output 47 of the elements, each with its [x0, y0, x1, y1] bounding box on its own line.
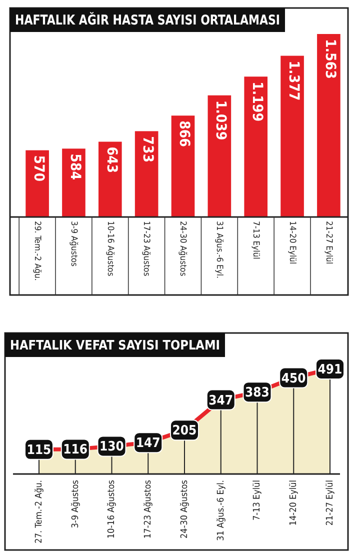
x-tick-label: 17-23 Ağustos: [141, 221, 152, 276]
x-tick-label: 24-30 Ağustos: [178, 480, 190, 538]
x-tick-label: 7-13 Eylül: [252, 480, 263, 520]
data-label: 347: [208, 393, 234, 408]
data-label: 147: [136, 436, 160, 452]
bar: [134, 131, 158, 217]
data-label: 205: [172, 424, 197, 439]
x-tick-label: 29. Tem.-2 Ağu.: [32, 221, 42, 281]
data-label: 1.199: [249, 82, 266, 122]
x-tick-label: 10-16 Ağustos: [106, 480, 118, 538]
x-tick-label: 7-13 Eylül: [250, 221, 261, 260]
x-tick-label: 27. Tem.-2 Ağu.: [33, 480, 44, 544]
x-tick-label: 31 Ağus.-6 Eyl.: [214, 221, 224, 278]
data-label: 1.377: [285, 60, 302, 101]
data-label: 130: [100, 440, 124, 455]
data-label: 115: [26, 442, 52, 458]
data-label: 491: [318, 362, 342, 378]
bar: [171, 116, 195, 217]
x-tick-label: 21-27 Eylül: [323, 221, 334, 264]
x-tick-label: 17-23 Ağustos: [142, 480, 154, 538]
data-label: 643: [103, 146, 120, 174]
bar: [26, 150, 49, 217]
data-label: 733: [140, 136, 156, 162]
data-label: 1.563: [322, 39, 338, 79]
bar: [244, 76, 268, 217]
x-tick-label: 3-9 Ağustos: [68, 221, 78, 267]
chart-title: HAFTALIK VEFAT SAYISI TOPLAMI: [10, 338, 226, 354]
data-label: 866: [176, 120, 192, 148]
x-tick-label: 21-27 Eylül: [325, 480, 336, 526]
data-label: 1.039: [212, 100, 229, 140]
x-tick-label: 24-30 Ağustos: [178, 221, 188, 276]
x-tick-label: 14-20 Eylül: [289, 480, 300, 526]
x-tick-label: 31 Ağus.-6 Eyl.: [215, 480, 226, 541]
x-tick-label: 10-16 Ağustos: [104, 221, 115, 276]
x-tick-label: 3-9 Ağustos: [70, 480, 81, 528]
data-label: 584: [66, 154, 83, 180]
bar: [208, 95, 232, 217]
bar: [280, 56, 304, 217]
data-label: 383: [245, 386, 270, 401]
data-label: 116: [63, 442, 88, 458]
data-label: 570: [30, 155, 46, 182]
bar: [98, 142, 122, 217]
bar: [62, 148, 86, 217]
x-tick-label: 14-20 Eylül: [286, 221, 297, 264]
bar: [317, 34, 340, 217]
chart-title: HAFTALIK AĞIR HASTA SAYISI ORTALAMASI: [15, 12, 308, 29]
data-label: 450: [281, 371, 306, 386]
